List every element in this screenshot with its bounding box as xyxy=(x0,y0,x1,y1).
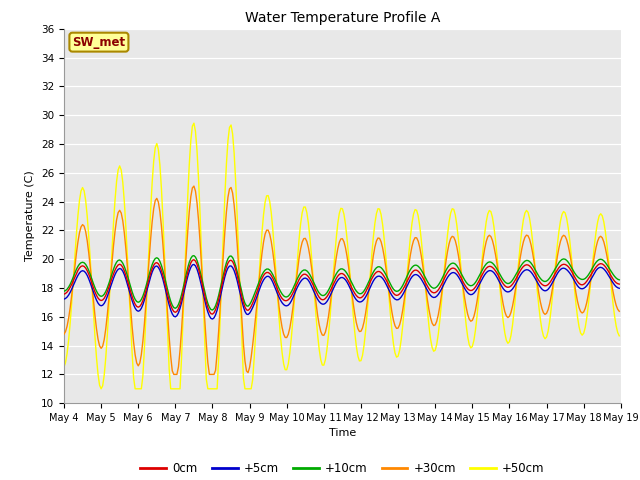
X-axis label: Time: Time xyxy=(329,429,356,438)
Legend: 0cm, +5cm, +10cm, +30cm, +50cm: 0cm, +5cm, +10cm, +30cm, +50cm xyxy=(136,457,549,480)
Text: SW_met: SW_met xyxy=(72,36,125,48)
Title: Water Temperature Profile A: Water Temperature Profile A xyxy=(244,11,440,25)
Y-axis label: Temperature (C): Temperature (C) xyxy=(26,170,35,262)
